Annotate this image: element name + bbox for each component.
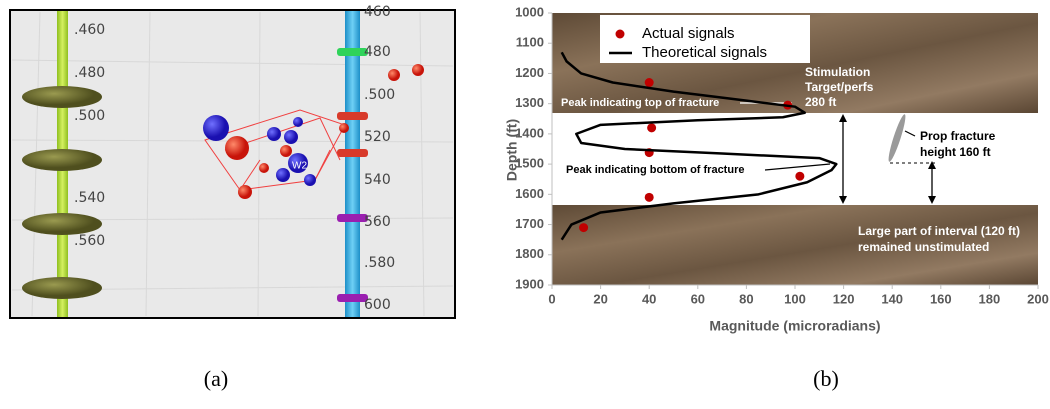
annotation: Large part of interval (120 ft) (858, 224, 1020, 238)
x-axis-label: Magnitude (microradians) (709, 318, 880, 334)
x-tick-label: 140 (881, 291, 903, 306)
legend-marker (615, 29, 625, 39)
y-tick-label: 1300 (515, 95, 544, 110)
well-depth-label: 460 (364, 4, 391, 20)
annotation: height 160 ft (920, 145, 991, 159)
well-view: .460 .480 .500 .540 .560 460 480 .500 520 540 560.… (9, 4, 456, 319)
well-depth-label: .460 (74, 22, 105, 38)
well-depth-label: .500 (364, 87, 395, 103)
annotation: 280 ft (805, 95, 836, 109)
well-depth-label: .480 (74, 65, 105, 81)
event-label: W2 (292, 161, 307, 172)
annotation: remained unstimulated (858, 240, 989, 254)
caption: (b) (813, 366, 839, 391)
x-tick-label: 80 (739, 291, 753, 306)
caption: (a) (204, 366, 228, 391)
annotation: Target/perfs (805, 80, 874, 94)
y-tick-label: 1800 (515, 246, 544, 261)
y-tick-label: 1600 (515, 186, 544, 201)
signal-point (795, 171, 805, 181)
y-tick-label: 1000 (515, 4, 544, 19)
well-depth-label: 540 (364, 172, 391, 188)
well-depth-label: 520 (364, 129, 391, 145)
x-tick-label: 120 (833, 291, 855, 306)
well-depth-label: .580 (364, 255, 395, 271)
y-axis-label: Depth (ft) (504, 119, 520, 181)
legend-label: Theoretical signals (642, 44, 767, 61)
annotation: Peak indicating top of fracture (561, 97, 719, 109)
annotation: Stimulation (805, 65, 870, 79)
y-tick-label: 1200 (515, 65, 544, 80)
x-tick-label: 200 (1027, 291, 1049, 306)
x-tick-label: 100 (784, 291, 806, 306)
well-depth-label: .560 (74, 233, 105, 249)
signal-point (644, 192, 654, 202)
y-tick-label: 1100 (516, 35, 544, 50)
y-tick-label: 1500 (515, 156, 544, 171)
signal-point (647, 123, 657, 133)
annotation: Prop fracture (920, 129, 996, 143)
y-tick-label: 1400 (515, 125, 544, 140)
well-depth-label: 480 (364, 44, 391, 60)
well-depth-label: .500 (74, 108, 105, 124)
annotation: Peak indicating bottom of fracture (566, 164, 744, 176)
well-depth-label: 560 (364, 214, 391, 230)
theoretical-line (560, 51, 838, 241)
legend-label: Actual signals (642, 25, 735, 42)
y-tick-label: 1900 (515, 276, 544, 291)
x-tick-label: 180 (979, 291, 1001, 306)
x-tick-label: 60 (691, 291, 705, 306)
signal-point (644, 78, 654, 88)
x-tick-label: 40 (642, 291, 656, 306)
y-tick-label: 1700 (515, 216, 544, 231)
x-tick-label: 20 (593, 291, 607, 306)
well-depth-label: .540 (74, 190, 105, 206)
signal-point (579, 223, 589, 233)
well-depth-label: 600 (364, 297, 391, 313)
x-tick-label: 0 (548, 291, 555, 306)
plot-background (551, 13, 1038, 286)
x-tick-label: 160 (930, 291, 952, 306)
